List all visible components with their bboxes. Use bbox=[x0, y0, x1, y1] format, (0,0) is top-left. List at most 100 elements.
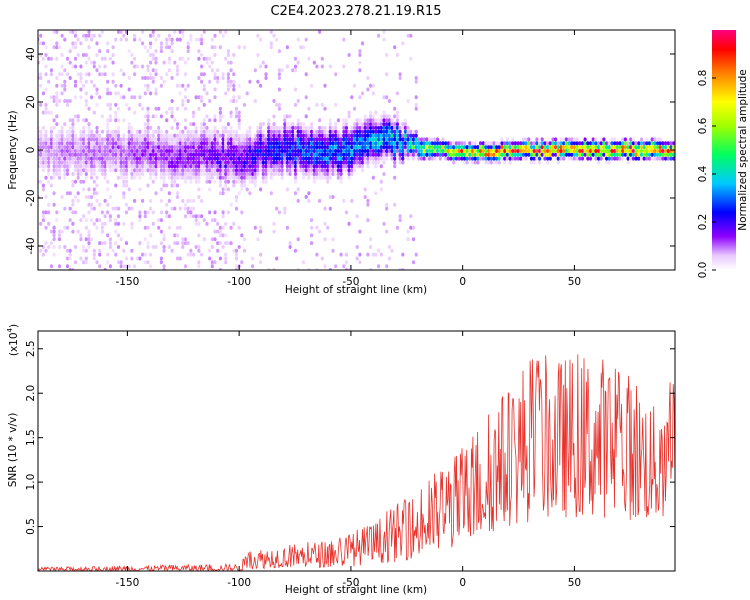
spectrogram-cell bbox=[639, 141, 644, 146]
spectrogram-cell bbox=[151, 137, 155, 142]
spectrogram-cell bbox=[232, 99, 236, 103]
spectrogram-cell bbox=[87, 137, 91, 142]
spectrogram-cell bbox=[205, 141, 209, 146]
spectrogram-cell bbox=[347, 133, 351, 138]
spectrogram-cell bbox=[401, 125, 405, 130]
spectrogram-cell bbox=[157, 145, 161, 150]
spectrogram-cell bbox=[438, 145, 442, 150]
spectrogram-cell bbox=[446, 141, 450, 146]
spectrogram-cell bbox=[360, 122, 365, 127]
spectrogram-cell bbox=[202, 72, 206, 77]
spectrogram-cell bbox=[124, 152, 129, 157]
spectrogram-cell bbox=[336, 137, 340, 142]
spectrogram-cell bbox=[401, 141, 405, 146]
spectrogram-cell bbox=[312, 175, 316, 180]
spectrogram-cell bbox=[82, 133, 86, 138]
spectrogram-cell bbox=[508, 160, 512, 165]
spectrogram-cell bbox=[103, 56, 107, 61]
spectrogram-cell bbox=[122, 172, 126, 176]
spectrogram-cell bbox=[656, 152, 660, 157]
spectrogram-cell bbox=[417, 145, 421, 150]
spectrogram-cell bbox=[106, 164, 110, 169]
spectrogram-cell bbox=[106, 202, 110, 207]
spectrogram-cell bbox=[175, 145, 180, 150]
spectrogram-cell bbox=[393, 141, 397, 146]
spectrogram-cell bbox=[141, 64, 145, 69]
spectrogram-cell bbox=[656, 156, 660, 161]
spectrogram-cell bbox=[253, 164, 257, 169]
spectrogram-cell bbox=[411, 237, 416, 242]
spectrogram-cell bbox=[189, 172, 193, 176]
spectrogram-cell bbox=[293, 156, 298, 161]
spectrogram-cell bbox=[197, 37, 201, 42]
spectrogram-cell bbox=[355, 125, 359, 130]
spectrogram-cell bbox=[307, 106, 311, 111]
spectrogram-cell bbox=[108, 114, 112, 119]
spectrogram-cell bbox=[87, 241, 91, 246]
spectrogram-cell bbox=[618, 152, 622, 157]
spectrogram-cell bbox=[232, 168, 236, 173]
spectrogram-cell bbox=[100, 229, 104, 234]
spectrogram-cell bbox=[602, 152, 606, 157]
spectrogram-cell bbox=[535, 156, 539, 161]
spectrogram-cell bbox=[98, 160, 102, 165]
spectrogram-cell bbox=[202, 118, 206, 123]
spectrogram-cell bbox=[658, 141, 662, 146]
spectrogram-ytick-label: -20 bbox=[25, 189, 37, 206]
spectrogram-cell bbox=[543, 149, 547, 153]
spectrogram-cell bbox=[44, 64, 48, 69]
spectrogram-cell bbox=[39, 248, 43, 253]
spectrogram-cell bbox=[210, 237, 214, 242]
spectrogram-cell bbox=[261, 149, 265, 153]
spectrogram-cell bbox=[621, 156, 625, 161]
spectrogram-cell bbox=[307, 125, 311, 130]
spectrogram-cell bbox=[347, 164, 351, 169]
spectrogram-cell bbox=[106, 102, 110, 107]
spectrogram-cell bbox=[146, 260, 150, 265]
spectrogram-cell bbox=[205, 137, 209, 142]
spectrogram-cell bbox=[39, 76, 43, 80]
spectrogram-cell bbox=[189, 164, 193, 169]
spectrogram-cell bbox=[55, 45, 59, 50]
spectrogram-cell bbox=[186, 210, 190, 215]
spectrogram-cell bbox=[143, 45, 147, 50]
spectrogram-cell bbox=[165, 183, 169, 188]
spectrogram-cell bbox=[473, 152, 477, 157]
spectrogram-cell bbox=[92, 133, 96, 138]
spectrogram-cell bbox=[275, 145, 279, 150]
spectrogram-cell bbox=[374, 137, 378, 142]
spectrogram-cell bbox=[328, 156, 332, 161]
spectrogram-cell bbox=[47, 145, 51, 150]
spectrogram-cell bbox=[259, 229, 263, 234]
spectrogram-cell bbox=[162, 160, 166, 165]
spectrogram-cell bbox=[417, 156, 421, 161]
spectrogram-cell bbox=[610, 137, 614, 142]
spectrogram-cell bbox=[192, 114, 196, 119]
spectrogram-cell bbox=[310, 152, 314, 157]
spectrogram-cell bbox=[320, 145, 324, 150]
spectrogram-cell bbox=[642, 145, 646, 150]
spectrogram-cell bbox=[411, 133, 416, 138]
spectrogram-cell bbox=[151, 114, 155, 119]
spectrogram-cell bbox=[355, 245, 359, 249]
spectrogram-cell bbox=[194, 245, 198, 249]
spectrogram-cell bbox=[186, 137, 190, 142]
spectrogram-cell bbox=[218, 172, 222, 176]
spectrogram-cell bbox=[336, 164, 340, 169]
spectrogram-cell bbox=[572, 152, 577, 157]
spectrogram-cell bbox=[578, 141, 582, 146]
spectrogram-cell bbox=[283, 137, 287, 142]
spectrogram-cell bbox=[248, 172, 252, 176]
spectrogram-cell bbox=[71, 64, 75, 69]
spectrogram-cell bbox=[414, 76, 418, 80]
spectrogram-cell bbox=[639, 145, 644, 150]
spectrogram-cell bbox=[65, 56, 70, 61]
spectrogram-cell bbox=[570, 156, 574, 161]
spectrogram-cell bbox=[143, 133, 147, 138]
spectrogram-cell bbox=[452, 145, 456, 150]
spectrogram-cell bbox=[237, 152, 241, 157]
spectrogram-cell bbox=[114, 164, 118, 169]
spectrogram-cell bbox=[65, 102, 70, 107]
spectrogram-cell bbox=[363, 160, 367, 165]
spectrogram-cell bbox=[564, 149, 569, 153]
